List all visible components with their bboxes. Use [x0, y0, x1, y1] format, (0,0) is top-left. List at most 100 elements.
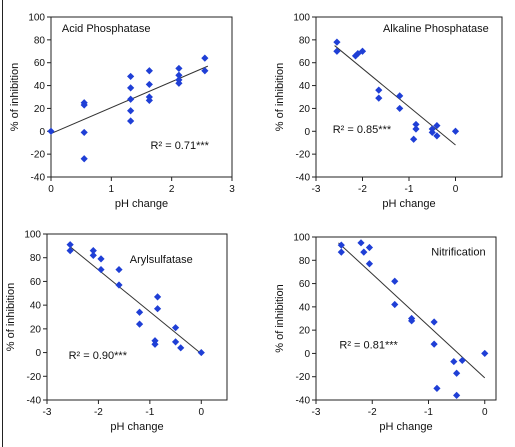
- alkaline-phosphatase-data-point: [412, 125, 420, 133]
- arylsulfatase-data-point: [97, 265, 105, 274]
- nitrification-data-point: [337, 248, 345, 256]
- nitrification-data-point: [453, 369, 461, 377]
- nitrification-data-point: [408, 317, 416, 325]
- alkaline-phosphatase-data-point: [410, 135, 418, 143]
- alkaline-phosphatase-r2-annotation: R² = 0.85***: [333, 124, 392, 136]
- nitrification-y-tick-label: 0: [304, 349, 310, 360]
- arylsulfatase-x-tick-label: -2: [94, 407, 103, 418]
- acid-phosphatase-data-point: [201, 54, 209, 62]
- alkaline-phosphatase-trend-line: [334, 45, 456, 146]
- acid-phosphatase-y-tick-label: -40: [31, 173, 46, 184]
- alkaline-phosphatase-data-point: [433, 132, 441, 140]
- arylsulfatase-y-tick-label: -40: [27, 396, 42, 407]
- acid-phosphatase-data-point: [175, 64, 183, 73]
- acid-phosphatase-data-point: [127, 95, 135, 103]
- alkaline-phosphatase-data-point: [412, 120, 420, 129]
- nitrification-y-tick-label: -20: [296, 372, 311, 383]
- acid-phosphatase-y-axis-label: % of inhibition: [9, 63, 21, 132]
- acid-phosphatase-data-point: [175, 79, 183, 87]
- nitrification-y-axis-label: % of inhibition: [274, 284, 286, 353]
- alkaline-phosphatase-data-point: [333, 47, 341, 55]
- acid-phosphatase-data-point: [127, 107, 135, 115]
- nitrification-x-tick-label: 0: [482, 407, 488, 418]
- nitrification-data-point: [458, 356, 466, 365]
- nitrification-data-point: [430, 340, 438, 348]
- acid-phosphatase-y-tick-label: 40: [34, 81, 46, 92]
- nitrification-panel: -40 -20 0 20 40 60 80 100 -3 -2 -1 0 pH change % of i…: [274, 233, 497, 433]
- arylsulfatase-trend-line: [67, 244, 202, 355]
- nitrification-trend-line: [338, 242, 486, 379]
- acid-phosphatase-data-point: [145, 80, 153, 89]
- nitrification-data-point: [365, 260, 374, 268]
- alkaline-phosphatase-data-point: [451, 127, 460, 135]
- arylsulfatase-x-tick-label: -1: [145, 407, 154, 418]
- nitrification-x-axis-label: pH change: [379, 421, 432, 433]
- acid-phosphatase-title: Acid Phosphatase: [62, 23, 151, 35]
- acid-phosphatase-y-tick-label: 60: [34, 58, 46, 69]
- arylsulfatase-y-tick-label: 40: [30, 301, 42, 312]
- acid-phosphatase-data-point: [201, 67, 209, 75]
- nitrification-data-point: [391, 277, 399, 285]
- alkaline-phosphatase-y-axis-label: % of inhibition: [274, 63, 286, 132]
- nitrification-y-tick-label: 100: [293, 233, 310, 244]
- arylsulfatase-data-point: [197, 348, 205, 357]
- arylsulfatase-y-axis-label: % of inhibition: [5, 283, 17, 352]
- nitrification-data-point: [453, 391, 461, 399]
- nitrification-data-point: [360, 248, 368, 256]
- arylsulfatase-y-tick-label: -20: [27, 372, 42, 383]
- nitrification-data-point: [337, 241, 345, 249]
- acid-phosphatase-data-point: [175, 71, 183, 79]
- arylsulfatase-data-point: [135, 320, 144, 328]
- alkaline-phosphatase-x-tick-label: -3: [312, 184, 321, 195]
- acid-phosphatase-data-point: [127, 84, 135, 92]
- alkaline-phosphatase-x-tick-label: 0: [453, 184, 459, 195]
- acid-phosphatase-y-tick-label: 80: [34, 35, 46, 46]
- alkaline-phosphatase-data-point: [354, 49, 362, 58]
- alkaline-phosphatase-data-point: [433, 121, 441, 130]
- arylsulfatase-y-tick-label: 80: [30, 253, 42, 264]
- arylsulfatase-x-tick-label: 0: [199, 407, 205, 418]
- acid-phosphatase-data-point: [127, 117, 135, 125]
- acid-phosphatase-r2-annotation: R² = 0.71***: [151, 140, 210, 152]
- alkaline-phosphatase-y-tick-label: 80: [299, 35, 311, 46]
- alkaline-phosphatase-title: Alkaline Phosphatase: [383, 23, 489, 35]
- nitrification-data-point: [481, 349, 489, 358]
- nitrification-y-tick-label: 80: [299, 256, 311, 267]
- acid-phosphatase-data-point: [80, 128, 88, 137]
- nitrification-title: Nitrification: [431, 247, 485, 259]
- arylsulfatase-data-point: [171, 338, 180, 346]
- arylsulfatase-data-point: [66, 241, 74, 249]
- acid-phosphatase-y-tick-label: -20: [31, 150, 46, 161]
- nitrification-y-tick-label: -40: [296, 396, 311, 407]
- acid-phosphatase-data-point: [80, 101, 88, 109]
- alkaline-phosphatase-y-tick-label: -20: [296, 150, 311, 161]
- acid-phosphatase-x-tick-label: 1: [109, 184, 115, 195]
- acid-phosphatase-y-tick-label: 20: [34, 104, 46, 115]
- acid-phosphatase-y-tick-label: 0: [39, 127, 45, 138]
- acid-phosphatase-data-point: [145, 67, 153, 75]
- nitrification-y-tick-label: 60: [299, 279, 311, 290]
- acid-phosphatase-data-point: [47, 127, 55, 135]
- alkaline-phosphatase-data-point: [428, 128, 436, 137]
- alkaline-phosphatase-data-point: [375, 94, 383, 102]
- arylsulfatase-title: Arylsulfatase: [130, 254, 193, 266]
- acid-phosphatase-plot-frame: [50, 16, 233, 178]
- alkaline-phosphatase-data-point: [375, 86, 383, 94]
- nitrification-data-point: [365, 243, 374, 252]
- acid-phosphatase-x-axis-label: pH change: [115, 198, 168, 210]
- alkaline-phosphatase-data-point: [333, 38, 341, 46]
- arylsulfatase-y-tick-label: 100: [24, 230, 41, 241]
- arylsulfatase-data-point: [171, 324, 180, 332]
- alkaline-phosphatase-y-tick-label: -40: [296, 173, 311, 184]
- acid-phosphatase-x-tick-label: 2: [169, 184, 175, 195]
- arylsulfatase-x-axis-label: pH change: [110, 421, 163, 433]
- acid-phosphatase-x-tick-label: 3: [229, 184, 235, 195]
- arylsulfatase-data-point: [153, 305, 162, 313]
- arylsulfatase-data-point: [177, 344, 185, 352]
- arylsulfatase-data-point: [151, 340, 159, 348]
- alkaline-phosphatase-data-point: [358, 47, 367, 55]
- nitrification-data-point: [391, 300, 399, 309]
- alkaline-phosphatase-plot-frame: [315, 16, 503, 178]
- nitrification-x-tick-label: -1: [424, 407, 433, 418]
